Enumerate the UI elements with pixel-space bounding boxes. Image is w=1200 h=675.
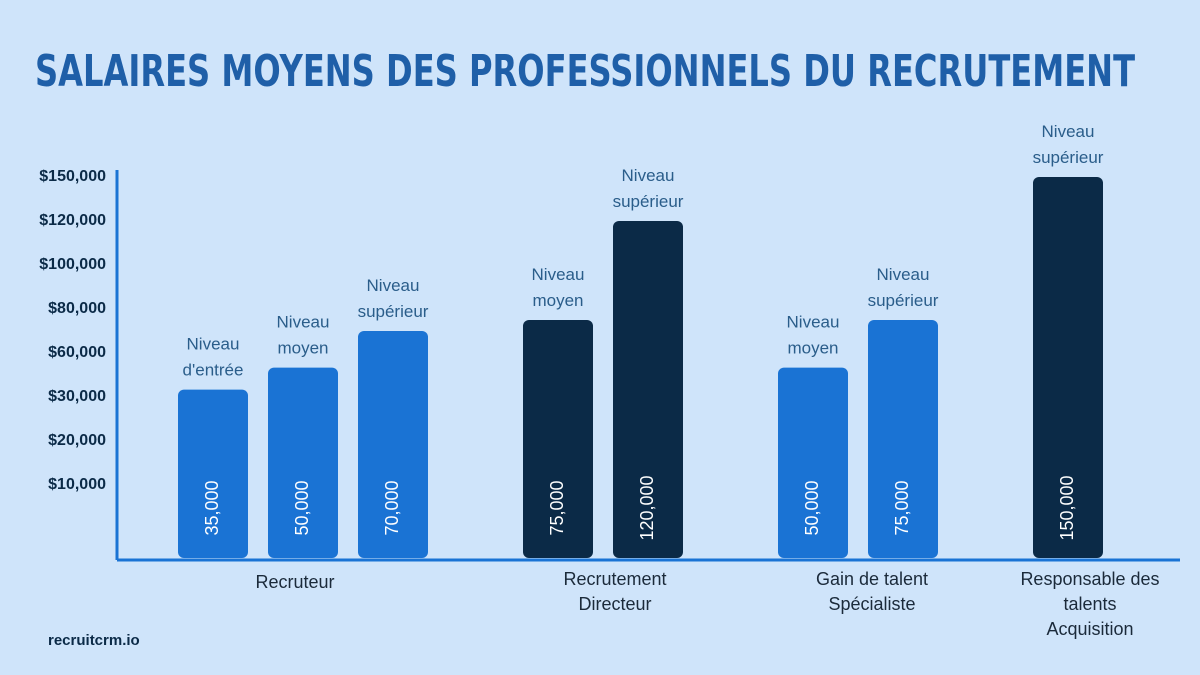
y-tick-label: $30,000 <box>48 388 106 405</box>
value-label: 70,000 <box>382 480 402 535</box>
y-tick-label: $80,000 <box>48 300 106 317</box>
y-tick-label: $10,000 <box>48 476 106 493</box>
value-label: 50,000 <box>802 480 822 535</box>
bar-level-label: Niveau moyen <box>532 265 585 310</box>
x-group-label: Recruteur <box>255 572 334 592</box>
source: recruitcrm.io <box>48 632 140 649</box>
bar <box>523 320 593 558</box>
y-tick-label: $150,000 <box>39 168 106 185</box>
y-tick-label: $120,000 <box>39 212 106 229</box>
bar <box>868 320 938 558</box>
bar <box>178 389 248 558</box>
value-label: 120,000 <box>637 475 657 540</box>
bar-level-label: Niveau supérieur <box>868 265 939 310</box>
y-tick-label: $20,000 <box>48 432 106 449</box>
value-label: 35,000 <box>202 480 222 535</box>
bar-level-label: Niveau moyen <box>277 313 330 358</box>
bar-level-label: Niveau d'entrée <box>183 335 244 380</box>
bar-level-label: Niveau supérieur <box>1033 122 1104 167</box>
x-group-label: Responsable des talents Acquisition <box>1020 569 1159 639</box>
bar-level-label: Niveau supérieur <box>613 166 684 211</box>
y-tick-label: $60,000 <box>48 344 106 361</box>
x-group-label: Recrutement Directeur <box>563 569 666 614</box>
value-label: 75,000 <box>547 480 567 535</box>
value-label: 50,000 <box>292 480 312 535</box>
chart-title: SALAIRES MOYENS DES PROFESSIONNELS DU RE… <box>35 46 1135 97</box>
bar <box>1033 177 1103 558</box>
bar-level-label: Niveau moyen <box>787 313 840 358</box>
y-tick-label: $100,000 <box>39 256 106 273</box>
value-label: 75,000 <box>892 480 912 535</box>
bar-level-label: Niveau supérieur <box>358 276 429 321</box>
bar <box>613 221 683 558</box>
value-label: 150,000 <box>1057 475 1077 540</box>
x-group-label: Gain de talent Spécialiste <box>816 569 928 614</box>
bar <box>268 367 338 558</box>
bar <box>778 367 848 558</box>
bar <box>358 331 428 558</box>
